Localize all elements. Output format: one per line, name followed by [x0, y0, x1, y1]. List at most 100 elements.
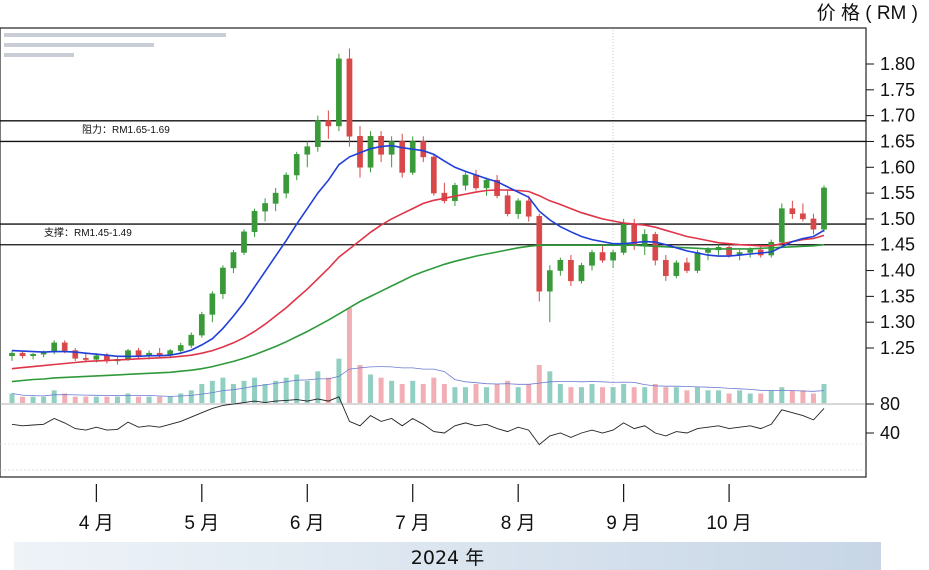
- price-chart: 阻力：RM1.65-1.69 支撑：RM1.45-1.49 1.25 1.30 1.3…: [0, 2, 918, 534]
- candle-body: [93, 355, 100, 360]
- candle-body: [125, 350, 131, 360]
- month-label: 6 月: [290, 513, 325, 534]
- volume-bar: [758, 393, 764, 403]
- candle-body: [188, 334, 195, 346]
- volume-bar: [336, 358, 342, 403]
- moving-averages: [11, 144, 825, 383]
- candle-body: [641, 234, 648, 245]
- volume-bar: [484, 387, 490, 403]
- candle-body: [304, 146, 311, 155]
- candle-body: [30, 353, 36, 356]
- price-tick-label: 1.55: [880, 183, 915, 203]
- rsi-tick-label: 40: [880, 423, 900, 443]
- volume-bar: [304, 380, 310, 403]
- volume-bar: [146, 396, 152, 403]
- volume-bars: [9, 308, 827, 403]
- volume-bar: [568, 387, 574, 403]
- volume-bar: [199, 384, 205, 403]
- volume-bar: [515, 387, 521, 403]
- candle-body: [209, 293, 216, 315]
- price-tick-label: 1.60: [880, 157, 915, 177]
- price-tick-label: 1.70: [880, 106, 915, 126]
- volume-bar: [578, 387, 584, 403]
- price-tick-label: 1.75: [880, 80, 915, 100]
- volume-bar: [51, 390, 57, 403]
- volume-bar: [294, 374, 300, 403]
- candle-body: [747, 249, 754, 253]
- volume-bar: [747, 393, 753, 403]
- candle-body: [483, 179, 490, 189]
- rsi-tick-label: 80: [880, 394, 900, 414]
- volume-bar: [9, 393, 15, 403]
- volume-bar: [821, 384, 827, 403]
- candle-body: [599, 252, 606, 261]
- candle-body: [220, 267, 226, 295]
- candle-body: [536, 216, 543, 292]
- volume-bar: [621, 384, 627, 403]
- volume-bar: [431, 377, 437, 403]
- candle-body: [673, 262, 680, 276]
- candlesticks: [9, 48, 827, 365]
- volume-bar: [325, 377, 331, 403]
- month-label: 5 月: [184, 513, 219, 534]
- candle-body: [694, 252, 701, 271]
- candle-body: [230, 252, 237, 269]
- plot-border: [0, 27, 867, 478]
- candle-body: [726, 247, 732, 256]
- candle-body: [705, 249, 711, 253]
- candle-body: [82, 358, 89, 360]
- month-label: 8 月: [501, 513, 536, 534]
- month-label: 9 月: [606, 513, 641, 534]
- candle-body: [662, 259, 669, 276]
- candle-body: [589, 252, 595, 266]
- candle-body: [61, 342, 68, 351]
- month-label: 7 月: [395, 513, 430, 534]
- volume-bar: [610, 387, 616, 403]
- volume-bar: [536, 365, 542, 403]
- rsi-line: [11, 396, 825, 446]
- volume-bar: [673, 387, 679, 403]
- volume-bar: [167, 396, 173, 403]
- candle-body: [504, 195, 511, 214]
- volume-bar: [62, 393, 68, 403]
- price-axis: 1.25 1.30 1.35 1.40 1.45 1.50 1.55 1.60 1.65 1.70…: [866, 54, 915, 443]
- volume-bar: [768, 390, 774, 403]
- volume-bar: [83, 396, 89, 403]
- candle-body: [810, 218, 817, 230]
- candle-body: [578, 265, 585, 282]
- month-label: 10 月: [706, 513, 751, 534]
- resistance-label: 阻力：RM1.65-1.69: [82, 123, 170, 136]
- candle-body: [778, 208, 785, 243]
- volume-bar: [378, 377, 384, 403]
- volume-bar: [104, 396, 110, 403]
- price-tick-label: 1.45: [880, 235, 915, 255]
- price-tick-label: 1.35: [880, 286, 915, 306]
- volume-bar: [420, 384, 426, 403]
- chart-frame: [0, 27, 867, 478]
- month-label: 4 月: [79, 513, 114, 534]
- volume-bar: [346, 308, 352, 403]
- volume-bar: [779, 387, 785, 403]
- volume-bar: [178, 393, 184, 403]
- candle-body: [72, 350, 79, 359]
- rsi-panel: [11, 396, 825, 446]
- candle-body: [684, 262, 690, 271]
- legend-text-line-3: [4, 53, 74, 57]
- volume-bar: [557, 384, 563, 403]
- candle-body: [9, 352, 15, 356]
- candle-body: [420, 141, 427, 158]
- volume-bar: [547, 371, 553, 403]
- candle-body: [325, 120, 332, 127]
- legend-text-line-1: [4, 33, 226, 37]
- candle-body: [568, 259, 574, 282]
- volume-average-line: [11, 366, 825, 397]
- volume-bar: [230, 384, 236, 403]
- volume-bar: [136, 396, 142, 403]
- ma-slow-line: [11, 243, 825, 383]
- volume-bar: [315, 371, 321, 403]
- price-tick-label: 1.50: [880, 209, 915, 229]
- candle-body: [557, 259, 564, 271]
- support-label: 支撑：RM1.45-1.49: [44, 226, 132, 239]
- year-banner: 2024 年: [14, 542, 881, 570]
- volume-bar: [642, 387, 648, 403]
